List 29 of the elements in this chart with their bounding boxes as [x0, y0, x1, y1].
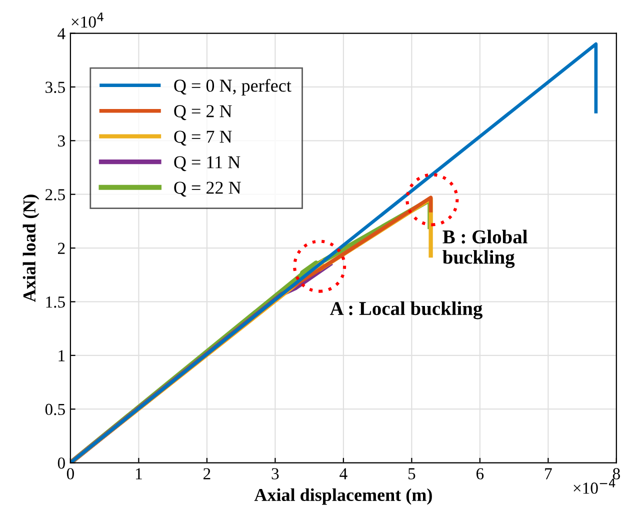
legend-label: Q = 0 N, perfect [174, 78, 292, 96]
y-tick-label: 1.5 [46, 296, 65, 308]
annotation: B : Global buckling [442, 230, 528, 268]
x-tick-label: 0 [66, 468, 74, 480]
x-tick-label: 3 [272, 468, 279, 480]
x-tick-label: 6 [476, 468, 484, 480]
x-tick-label: 2 [204, 468, 210, 480]
annotation: A : Local buckling [330, 301, 482, 320]
x-tick-label: 5 [408, 468, 416, 480]
x-tick-label: 8 [612, 468, 620, 480]
y-tick-label: 2 [58, 242, 65, 254]
x-tick-label: 1 [136, 468, 142, 480]
x-tick-label: 7 [545, 468, 552, 480]
legend-label: Q = 11 N [174, 156, 240, 172]
text: ×10$^{4}$ [72, 12, 104, 28]
legend-label: Q = 7 N [174, 130, 232, 146]
legend-label: Q = 2 N [174, 105, 232, 120]
x-axis-title: Axial displacement (m) [254, 488, 432, 505]
y-tick-label: 0.5 [45, 404, 65, 416]
y-tick-label: 4 [58, 28, 66, 40]
y-tick-label: 3.5 [46, 82, 65, 93]
y-tick-label: 1 [58, 350, 65, 362]
text: ×10$^{−4}$ [574, 478, 616, 494]
y-tick-label: 0 [58, 458, 65, 469]
legend-label: Q = 22 N [174, 182, 241, 197]
y-tick-label: 2.5 [45, 189, 65, 200]
y-axis-title: Axial load (N) [22, 194, 40, 302]
x-tick-label: 4 [340, 468, 348, 480]
y-tick-label: 3 [58, 135, 65, 147]
